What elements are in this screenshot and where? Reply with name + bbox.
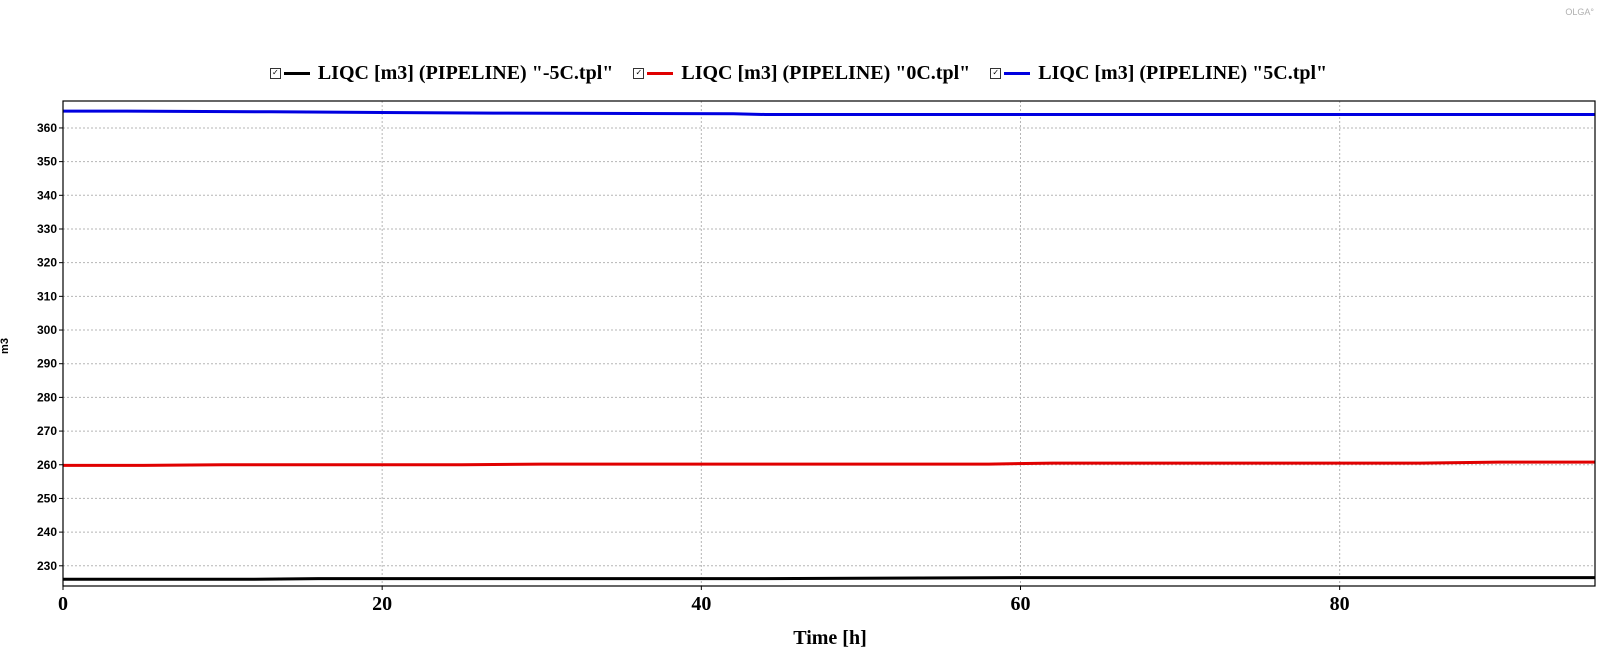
- x-tick-label: 40: [691, 593, 711, 615]
- plot-area: [63, 101, 1595, 586]
- legend-label-2: LIQC [m3] (PIPELINE) "0C.tpl": [681, 62, 971, 84]
- chart-legend: ✓ LIQC [m3] (PIPELINE) "-5C.tpl" ✓ LIQC …: [0, 62, 1597, 85]
- legend-checkbox-1[interactable]: ✓: [269, 68, 281, 79]
- series-line-1: [63, 576, 1595, 581]
- plot-frame: [62, 100, 1596, 587]
- y-tick-label: 340: [37, 188, 57, 202]
- y-tick-label: 360: [37, 121, 57, 135]
- legend-swatch-2: [647, 72, 674, 75]
- legend-label-3: LIQC [m3] (PIPELINE) "5C.tpl": [1038, 62, 1328, 84]
- y-tick-label: 230: [37, 559, 57, 573]
- y-tick-label: 250: [37, 491, 57, 505]
- x-tick-label: 80: [1330, 593, 1350, 615]
- y-tick-label: 320: [37, 256, 57, 270]
- legend-swatch-3: [1004, 72, 1031, 75]
- series-line-3: [63, 109, 1595, 116]
- y-tick-label: 260: [37, 458, 57, 472]
- y-tick-label: 240: [37, 525, 57, 539]
- y-tick-label: 300: [37, 323, 57, 337]
- x-tick-label: 60: [1011, 593, 1031, 615]
- brand-watermark: OLGA°: [1565, 7, 1594, 17]
- x-axis-label: Time [h]: [793, 627, 867, 649]
- y-tick-label: 350: [37, 155, 57, 169]
- y-tick-label: 330: [37, 222, 57, 236]
- y-tick-label: 310: [37, 289, 57, 303]
- legend-item-series-1[interactable]: ✓ LIQC [m3] (PIPELINE) "-5C.tpl": [269, 62, 614, 85]
- legend-label-1: LIQC [m3] (PIPELINE) "-5C.tpl": [317, 62, 614, 84]
- series-line-2: [63, 460, 1595, 467]
- x-tick-label: 20: [372, 593, 392, 615]
- legend-swatch-1: [283, 72, 310, 75]
- y-tick-label: 280: [37, 390, 57, 404]
- legend-checkbox-2[interactable]: ✓: [633, 68, 645, 79]
- legend-item-series-3[interactable]: ✓ LIQC [m3] (PIPELINE) "5C.tpl": [990, 62, 1327, 85]
- y-tick-label: 270: [37, 424, 57, 438]
- y-tick-label: 290: [37, 357, 57, 371]
- legend-item-series-2[interactable]: ✓ LIQC [m3] (PIPELINE) "0C.tpl": [633, 62, 970, 85]
- legend-checkbox-3[interactable]: ✓: [990, 68, 1002, 79]
- x-tick-label: 0: [58, 593, 68, 615]
